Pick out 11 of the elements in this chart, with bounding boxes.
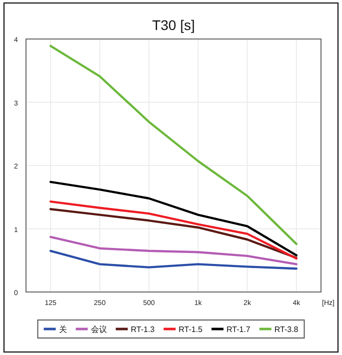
chart-title: T30 [s] [152,17,195,33]
line-series [49,250,298,270]
legend-label: RT-3.8 [274,325,299,334]
legend-label: 关 [58,325,67,334]
line-series [49,180,298,256]
legend-label: RT-1.3 [130,325,156,334]
legend-label: RT-1.7 [226,325,251,334]
legend-label: RT-1.5 [178,325,204,334]
line-series [49,236,298,266]
legend-label: 会议 [90,325,107,334]
line-series [49,44,298,246]
